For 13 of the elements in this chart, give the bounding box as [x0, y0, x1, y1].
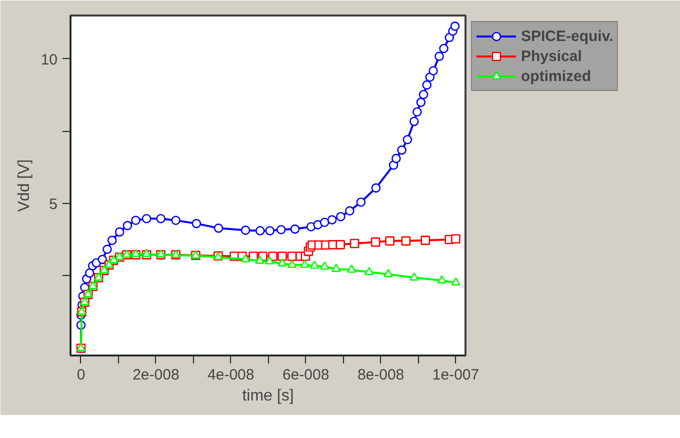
x-tick-label: 4e-008 [208, 366, 254, 384]
x-tick-label: 0 [76, 366, 86, 384]
x-tick-label: 6e-008 [282, 366, 330, 384]
x-tick-label: 8e-008 [357, 366, 404, 384]
y-axis-title: Vdd [V] [16, 159, 33, 212]
legend-label: optimized [521, 68, 591, 84]
legend-label: Physical [521, 48, 582, 64]
legend-label: SPICE-equiv. [521, 28, 614, 44]
x-tick-label: 2e-008 [132, 366, 180, 384]
x-tick-label: 1e-007 [432, 366, 480, 384]
y-tick-label: 5 [49, 196, 58, 214]
y-tick-label: 10 [40, 51, 58, 68]
x-axis-title: time [s] [242, 388, 294, 404]
